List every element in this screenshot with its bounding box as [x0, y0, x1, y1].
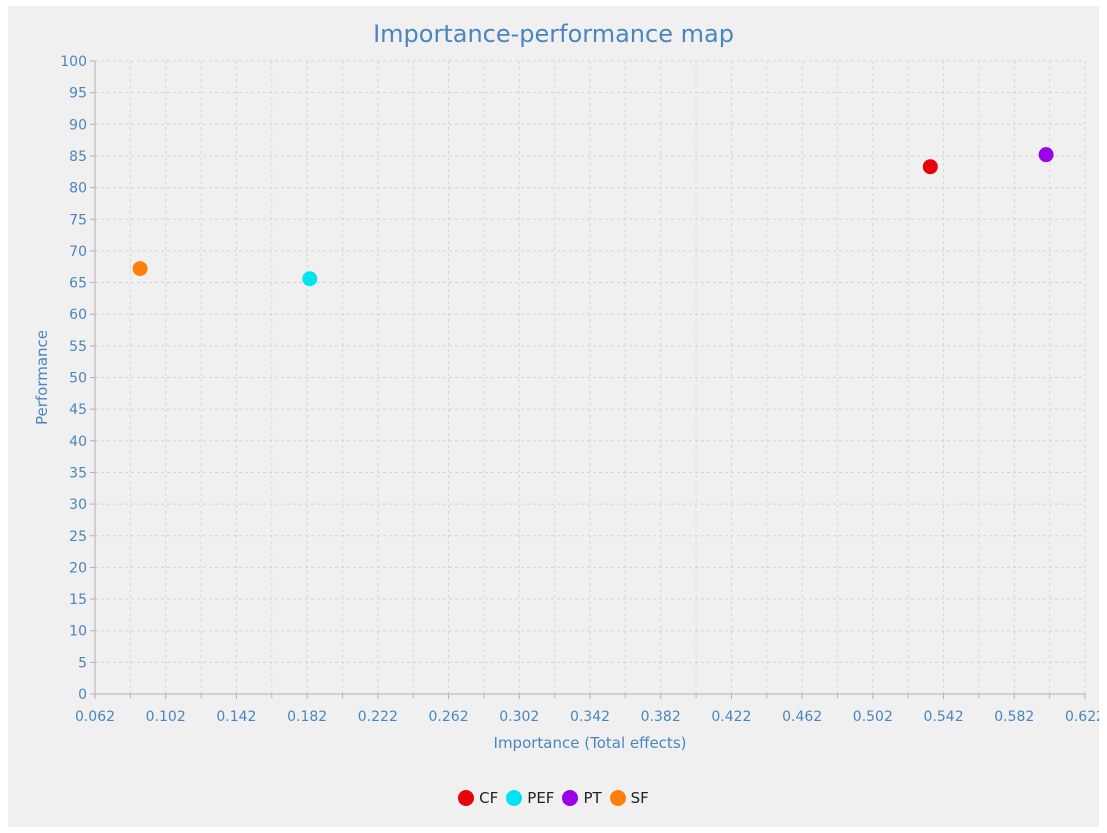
y-tick-label: 75 — [69, 212, 87, 228]
legend-marker — [458, 790, 475, 806]
data-point-pt[interactable] — [1038, 147, 1054, 163]
y-tick-label: 65 — [69, 276, 87, 292]
legend-label: SF — [630, 789, 649, 807]
x-tick-label: 0.542 — [924, 709, 964, 725]
y-axis-label: Performance — [33, 330, 51, 425]
x-tick-label: 0.302 — [499, 709, 539, 725]
scatter-plot: 0 5 10 15 20 25 30 35 40 45 50 55 60 65 70 75 80 85 90 95 10… — [33, 54, 1099, 752]
legend-marker — [609, 790, 626, 806]
y-tick-label: 60 — [69, 307, 87, 323]
x-tick-label: 0.182 — [287, 709, 327, 725]
legend-marker — [506, 790, 523, 806]
x-tick-label: 0.142 — [216, 709, 256, 725]
legend-label: PEF — [527, 789, 555, 807]
y-tick-label: 35 — [69, 465, 87, 481]
data-point-sf[interactable] — [132, 261, 148, 277]
data-point-cf[interactable] — [922, 159, 938, 175]
y-tick-label: 85 — [69, 149, 87, 165]
x-tick-label: 0.502 — [853, 709, 893, 725]
legend-item-sf[interactable]: SF — [609, 789, 649, 807]
x-tick-label: 0.382 — [641, 709, 681, 725]
x-tick-label: 0.222 — [358, 709, 398, 725]
y-tick-label: 40 — [69, 434, 87, 450]
y-tick-label: 70 — [69, 244, 87, 260]
x-tick-label: 0.342 — [570, 709, 610, 725]
y-tick-label: 30 — [69, 497, 87, 513]
y-tick-label: 10 — [69, 624, 87, 640]
legend-item-cf[interactable]: CF — [458, 789, 498, 807]
x-tick-label: 0.622 — [1065, 709, 1099, 725]
y-tick-label: 50 — [69, 371, 87, 387]
y-tick-label: 0 — [78, 687, 87, 703]
y-tick-label: 45 — [69, 402, 87, 418]
legend-label: PT — [583, 789, 602, 807]
x-tick-label: 0.582 — [994, 709, 1034, 725]
chart-title: Importance-performance map — [373, 20, 734, 48]
x-axis-label: Importance (Total effects) — [494, 734, 687, 752]
y-tick-label: 95 — [69, 86, 87, 102]
data-point-pef[interactable] — [302, 271, 318, 287]
legend-label: CF — [479, 789, 499, 807]
y-tick-label: 20 — [69, 560, 87, 576]
y-tick-label: 90 — [69, 117, 87, 133]
chart-panel: Importance-performance map 0 5 10 15 20 25 30 3… — [8, 6, 1099, 827]
y-tick-label: 55 — [69, 339, 87, 355]
x-tick-label: 0.062 — [75, 709, 115, 725]
legend-marker — [562, 790, 579, 806]
chart-legend: CF PEF PT SF — [8, 789, 1099, 807]
x-tick-label: 0.262 — [429, 709, 469, 725]
x-tick-label: 0.102 — [146, 709, 186, 725]
y-tick-label: 25 — [69, 529, 87, 545]
x-tick-label: 0.462 — [782, 709, 822, 725]
y-tick-label: 100 — [60, 54, 87, 70]
x-tick-label: 0.422 — [711, 709, 751, 725]
legend-item-pt[interactable]: PT — [562, 789, 602, 807]
y-tick-label: 15 — [69, 592, 87, 608]
y-tick-label: 5 — [78, 655, 87, 671]
y-tick-label: 80 — [69, 181, 87, 197]
legend-item-pef[interactable]: PEF — [506, 789, 554, 807]
